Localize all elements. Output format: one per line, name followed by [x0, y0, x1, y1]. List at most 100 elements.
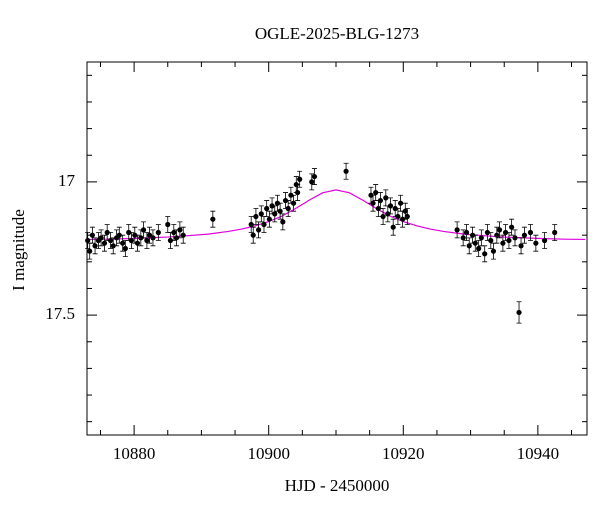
data-point: [274, 200, 281, 206]
data-point: [177, 227, 183, 233]
data-point: [261, 221, 267, 228]
data-point: [116, 232, 122, 238]
data-point: [509, 224, 515, 230]
model-curve: [86, 189, 585, 241]
data-point: [167, 237, 174, 244]
data-point: [140, 227, 147, 233]
data-point: [454, 227, 460, 233]
data-point: [404, 213, 410, 220]
data-point: [392, 205, 398, 212]
data-point: [282, 197, 289, 204]
data-point: [400, 216, 406, 222]
data-point: [311, 173, 318, 180]
data-point: [128, 237, 135, 244]
data-point: [277, 208, 283, 214]
y-tick-label: 17.5: [45, 304, 75, 323]
data-point: [533, 240, 539, 246]
data-point: [264, 205, 270, 212]
data-point: [476, 245, 482, 252]
data-point: [512, 235, 518, 241]
x-tick-label: 10940: [517, 444, 560, 463]
x-tick-label: 10900: [247, 444, 290, 463]
data-point: [490, 248, 497, 254]
data-point: [134, 240, 141, 246]
data-point: [463, 229, 470, 236]
data-point: [343, 168, 349, 174]
data-point: [395, 213, 401, 220]
data-point: [387, 203, 394, 209]
data-point: [488, 237, 494, 244]
y-tick-label: 17: [58, 171, 76, 190]
data-point: [248, 221, 254, 228]
data-point: [288, 192, 294, 198]
data-point: [266, 216, 272, 222]
data-point: [370, 200, 376, 206]
data-point: [126, 229, 132, 236]
data-point: [85, 237, 91, 244]
data-point: [258, 211, 264, 217]
data-point: [256, 227, 262, 233]
data-point: [482, 251, 488, 257]
data-point: [107, 237, 114, 244]
data-point: [120, 240, 126, 246]
data-point: [383, 195, 389, 201]
data-point: [542, 237, 548, 244]
data-point: [469, 232, 476, 238]
data-point: [253, 213, 259, 220]
data-point: [138, 235, 144, 241]
data-point: [180, 232, 186, 238]
data-point: [89, 232, 95, 238]
data-point: [380, 213, 386, 220]
data-point: [460, 235, 466, 241]
data-point: [295, 189, 301, 196]
data-point: [502, 229, 509, 236]
data-point: [290, 200, 297, 206]
data-point: [92, 243, 98, 249]
data-point: [297, 176, 303, 182]
data-point: [150, 235, 156, 241]
data-point: [155, 229, 161, 236]
data-point: [269, 203, 275, 209]
data-point: [144, 237, 150, 244]
data-point: [285, 205, 291, 212]
data-point: [373, 189, 379, 196]
chart-title: OGLE-2025-BLG-1273: [255, 24, 419, 43]
data-point: [496, 227, 503, 233]
data-point: [101, 240, 108, 246]
data-point: [518, 243, 524, 249]
data-point: [466, 243, 472, 249]
data-point: [122, 245, 128, 252]
data-point: [402, 208, 408, 214]
data-point: [165, 221, 171, 228]
x-tick-label: 10880: [113, 444, 156, 463]
data-point: [280, 219, 286, 225]
data-point: [472, 240, 478, 246]
data-point: [516, 309, 522, 316]
data-point: [104, 229, 110, 236]
data-point: [377, 197, 384, 204]
data-point: [272, 211, 278, 217]
data-point: [397, 200, 404, 206]
data-point: [506, 237, 512, 244]
data-point: [132, 232, 138, 238]
data-point: [478, 235, 484, 241]
data-point: [250, 232, 256, 238]
data-point: [390, 224, 396, 230]
x-axis-label: HJD - 2450000: [285, 476, 390, 495]
data-point: [171, 229, 177, 236]
plot-frame: [86, 61, 588, 436]
data-point: [552, 229, 558, 236]
data-point: [500, 240, 506, 246]
data-point: [173, 235, 180, 241]
data-point: [87, 248, 93, 254]
data-point: [494, 232, 500, 238]
data-point: [385, 211, 391, 217]
data-point: [527, 229, 534, 236]
y-axis-label: I magnitude: [9, 209, 28, 291]
data-point: [210, 216, 216, 222]
data-point: [484, 229, 491, 236]
x-tick-label: 10920: [382, 444, 425, 463]
data-point: [110, 243, 116, 249]
data-point: [309, 179, 315, 185]
